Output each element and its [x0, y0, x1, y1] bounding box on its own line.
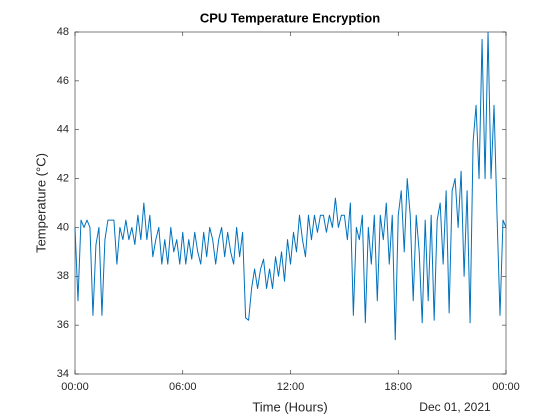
x-tick-label: 06:00: [169, 381, 197, 393]
y-tick-label: 48: [57, 26, 69, 38]
x-axis-label: Time (Hours): [252, 399, 327, 414]
x-tick-label: 18:00: [384, 381, 412, 393]
data-line: [74, 31, 507, 341]
y-tick-label: 40: [57, 221, 69, 233]
chart-title: CPU Temperature Encryption: [200, 10, 380, 25]
plot-frame: [74, 31, 507, 375]
y-tick-label: 36: [57, 319, 69, 331]
y-tick-label: 44: [57, 124, 69, 136]
y-tick-label: 46: [57, 75, 69, 87]
x-tick-label: 12:00: [277, 381, 305, 393]
x-tick-label: 00:00: [492, 381, 520, 393]
y-tick-label: 42: [57, 172, 69, 184]
x-date-label: Dec 01, 2021: [419, 400, 491, 414]
y-tick-label: 38: [57, 270, 69, 282]
y-tick-label: 34: [57, 368, 69, 380]
y-axis-label: Temperature (°C): [33, 153, 48, 253]
x-tick-label: 00:00: [61, 381, 89, 393]
